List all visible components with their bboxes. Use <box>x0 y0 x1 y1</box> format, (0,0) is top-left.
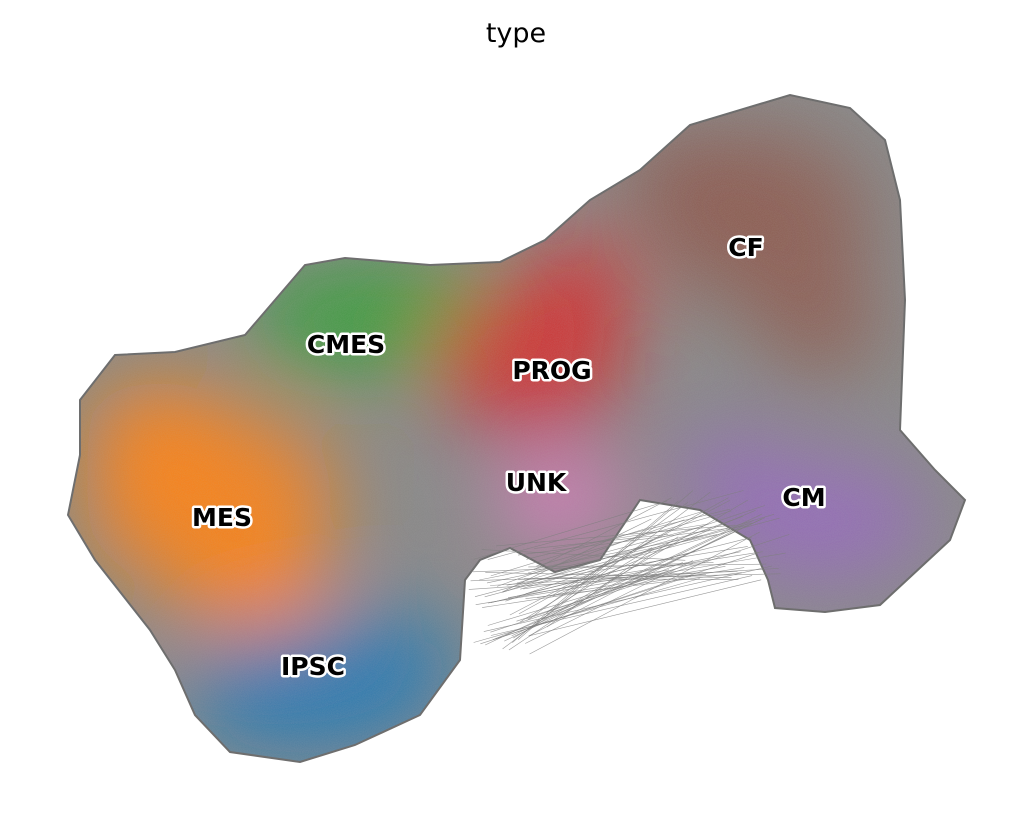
graph-edge <box>487 490 744 560</box>
cluster-label-mes: MES <box>192 503 252 532</box>
graph-edge <box>468 574 706 590</box>
graph-edge <box>534 521 749 624</box>
graph-edge <box>533 497 672 571</box>
cluster-label-cm: CM <box>782 483 825 512</box>
cluster-label-cmes: CMES <box>307 330 385 359</box>
cluster-label-cf: CF <box>728 233 763 262</box>
graph-edge <box>511 518 763 637</box>
cluster-label-unk: UNK <box>506 468 568 497</box>
graph-edge <box>536 510 732 567</box>
cluster-labels: IPSC MES CMES PROG CM CF UNK <box>190 231 829 684</box>
graph-edge <box>470 571 738 582</box>
graph-edge <box>507 569 670 598</box>
graph-edge <box>502 491 711 650</box>
graph-edge <box>546 548 654 628</box>
graph-edge <box>473 500 668 560</box>
graph-edge <box>490 575 753 636</box>
graph-edge <box>513 499 749 639</box>
graph-edge <box>528 579 762 637</box>
graph-edge <box>546 547 653 613</box>
graph-edge <box>518 573 781 580</box>
graph-edge <box>509 500 730 616</box>
graph-edge <box>490 509 709 577</box>
graph-edge <box>520 514 775 590</box>
graph-edge <box>486 534 718 584</box>
graph-edge <box>490 537 752 603</box>
graph-edge <box>485 572 732 578</box>
cluster-label-prog: PROG <box>512 356 591 385</box>
cluster-label-ipsc: IPSC <box>281 652 345 681</box>
graph-edge <box>520 539 654 623</box>
graph-edge <box>529 531 760 655</box>
graph-edge <box>472 562 714 573</box>
graph-edge <box>534 534 669 549</box>
graph-edge <box>552 523 709 549</box>
graph-edge <box>474 522 753 597</box>
graph-edge <box>494 552 759 640</box>
graph-edge <box>485 513 762 646</box>
graph-edge <box>479 535 703 581</box>
graph-edge <box>502 505 765 593</box>
graph-edge <box>516 573 663 622</box>
graph-edge <box>504 517 765 642</box>
graph-edge <box>496 519 685 587</box>
graph-edges <box>468 490 790 655</box>
graph-edge <box>481 549 686 561</box>
graph-edge <box>495 524 736 547</box>
graph-edge <box>528 563 767 568</box>
graph-edge <box>473 578 700 643</box>
plot-title: type <box>486 18 546 49</box>
